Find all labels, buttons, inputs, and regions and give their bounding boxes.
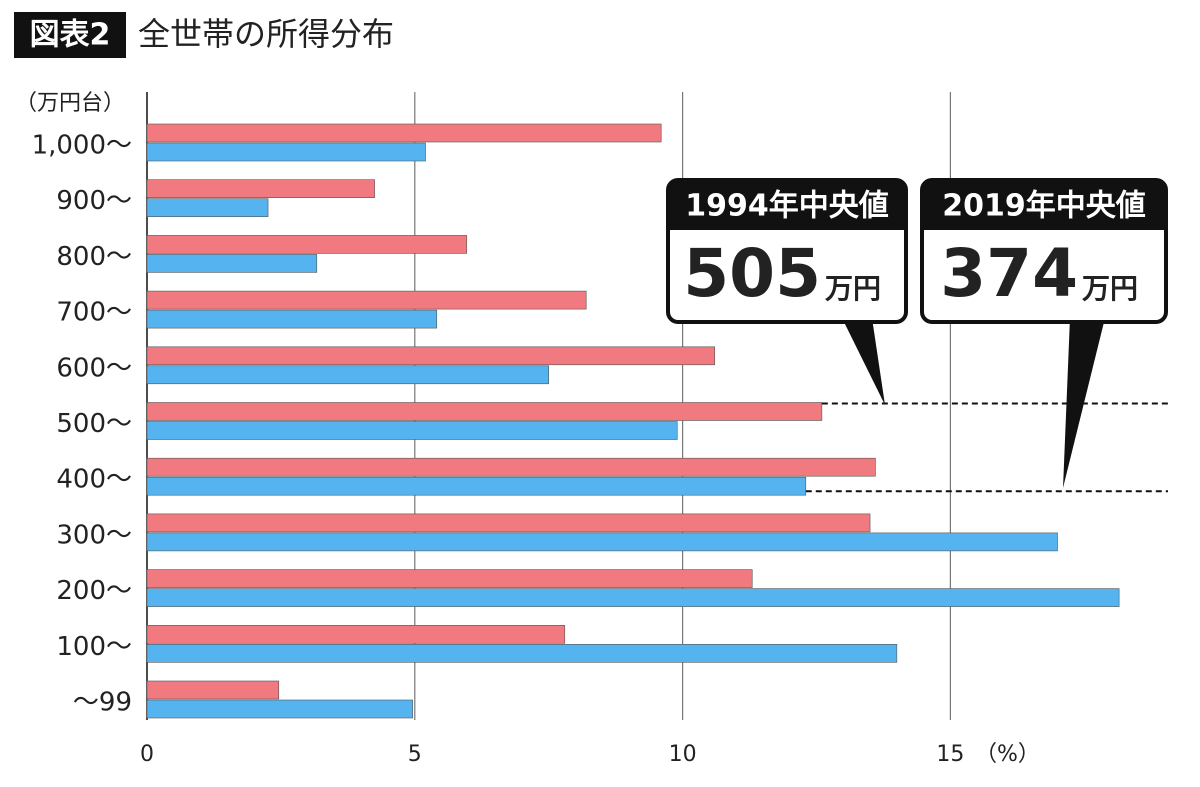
figure-label: 図表2 — [30, 18, 111, 53]
callout-value: 505 — [683, 235, 821, 312]
bar — [146, 179, 375, 198]
bar — [146, 643, 898, 663]
x-unit-label: （%） — [975, 742, 1040, 767]
bar — [146, 457, 876, 477]
bar — [146, 365, 550, 385]
y-tick-label: 300〜 — [56, 520, 132, 550]
y-tick-label: 〜99 — [73, 688, 132, 718]
callout-value: 374 — [940, 235, 1078, 312]
bar — [146, 513, 871, 533]
x-tick-label: 0 — [140, 742, 154, 767]
x-tick-label: 10 — [669, 742, 697, 767]
x-tick-label: 5 — [408, 742, 422, 767]
bar — [146, 402, 823, 421]
y-unit-label: （万円台） — [15, 91, 125, 116]
callout-header-text: 1994年中央値 — [685, 189, 889, 224]
y-tick-label: 900〜 — [56, 186, 132, 216]
y-tick-label: 200〜 — [56, 576, 132, 606]
bar — [146, 624, 566, 644]
bar — [146, 123, 662, 143]
bar — [146, 290, 587, 310]
bar — [146, 476, 807, 496]
y-tick-label: 800〜 — [56, 242, 132, 272]
y-tick-label: 1,000〜 — [32, 131, 132, 161]
x-tick-label: 15 — [936, 742, 964, 767]
figure-tag — [14, 12, 126, 58]
y-tick-label: 400〜 — [56, 465, 132, 495]
callout-unit: 万円 — [1082, 272, 1138, 305]
callout-header — [668, 180, 906, 230]
bar — [146, 346, 716, 366]
bar — [146, 142, 426, 162]
bar — [146, 588, 1120, 607]
bar — [146, 198, 269, 217]
bar — [146, 532, 1058, 552]
y-tick-label: 600〜 — [56, 353, 132, 383]
bar — [146, 680, 280, 700]
chart-title: 全世帯の所得分布 — [138, 15, 394, 53]
bar — [146, 235, 468, 254]
callout-header — [922, 180, 1166, 230]
callout-pointer — [1063, 318, 1105, 488]
y-tick-label: 100〜 — [56, 632, 132, 662]
bar — [146, 254, 318, 273]
bar — [146, 569, 753, 588]
bar — [146, 309, 438, 329]
y-tick-label: 500〜 — [56, 409, 132, 439]
callout-unit: 万円 — [825, 272, 881, 305]
bar — [146, 699, 413, 719]
bar — [146, 421, 678, 440]
y-tick-label: 700〜 — [56, 298, 132, 328]
callout-header-text: 2019年中央値 — [942, 189, 1146, 224]
callout-pointer — [842, 318, 885, 405]
